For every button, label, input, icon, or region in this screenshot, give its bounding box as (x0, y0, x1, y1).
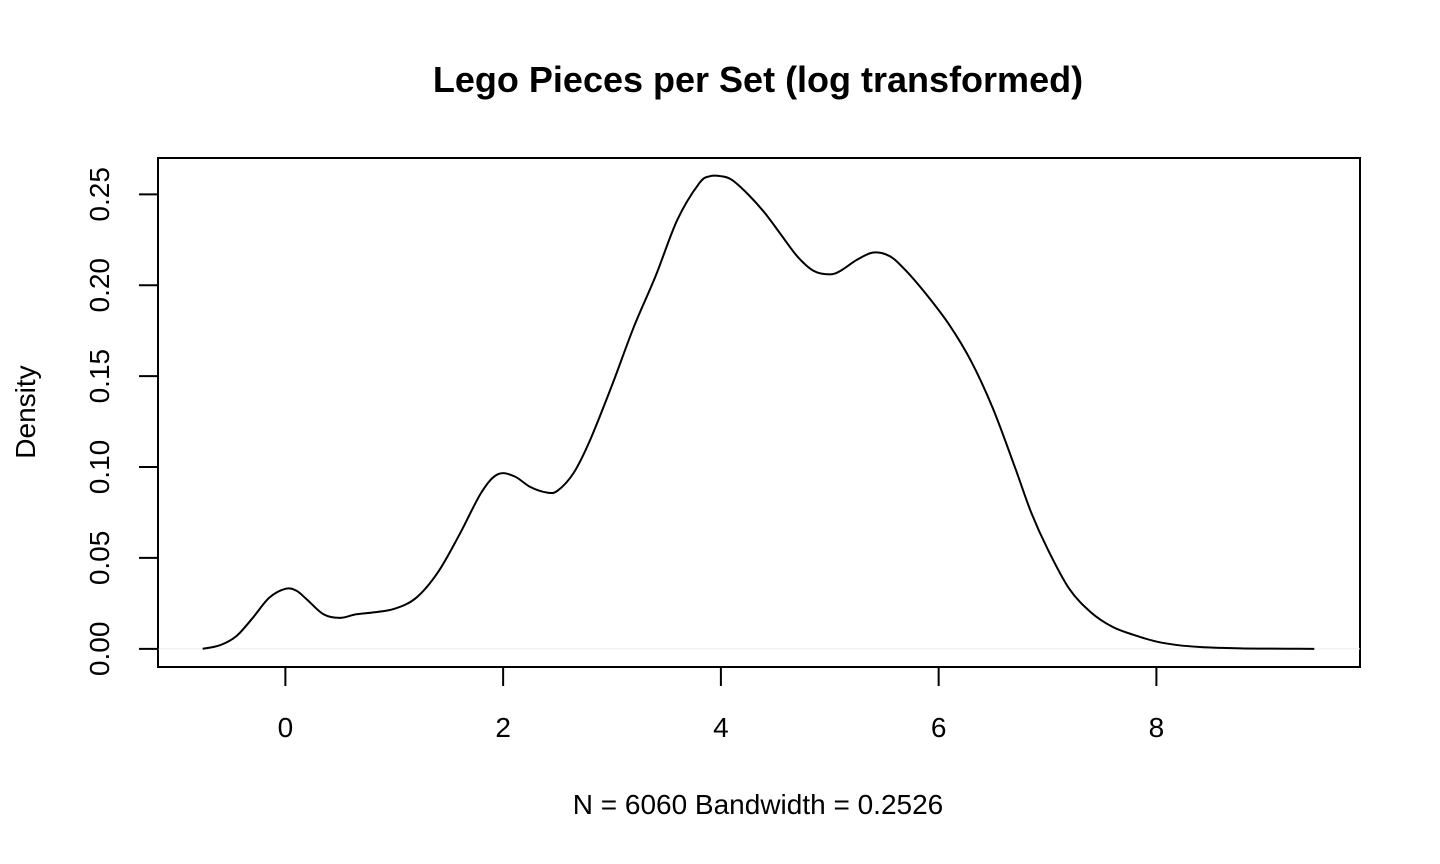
y-tick-label: 0.00 (84, 622, 115, 677)
x-tick-label: 0 (278, 712, 294, 743)
x-axis: 0 2 4 6 8 (278, 666, 1165, 743)
x-axis-label: N = 6060 Bandwidth = 0.2526 (573, 789, 944, 820)
y-tick-label: 0.05 (84, 531, 115, 586)
y-tick-label: 0.10 (84, 440, 115, 495)
x-tick-label: 2 (495, 712, 511, 743)
chart-title: Lego Pieces per Set (log transformed) (433, 59, 1083, 100)
plot-frame (157, 157, 1361, 668)
x-tick-label: 4 (713, 712, 729, 743)
y-tick-label: 0.25 (84, 167, 115, 222)
y-tick-label: 0.20 (84, 258, 115, 313)
y-axis: 0.00 0.05 0.10 0.15 0.20 0.25 (84, 167, 159, 677)
y-tick-label: 0.15 (84, 349, 115, 404)
y-axis-label: Density (10, 365, 41, 458)
x-tick-label: 8 (1149, 712, 1165, 743)
density-curve (202, 174, 1315, 650)
x-tick-label: 6 (931, 712, 947, 743)
